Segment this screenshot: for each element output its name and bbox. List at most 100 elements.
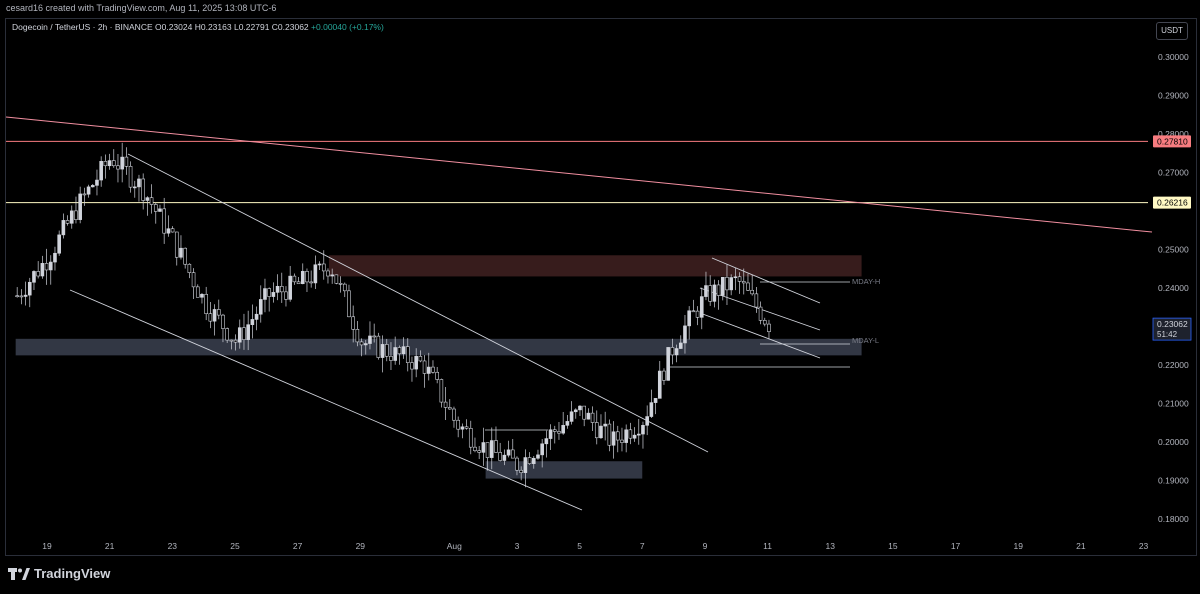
candle-body [653, 398, 658, 403]
candle-body [662, 370, 666, 381]
brand-logo[interactable]: TradingView [8, 566, 110, 581]
x-tick-label: Aug [447, 541, 462, 551]
candle-body [162, 208, 166, 234]
candle-body [183, 247, 187, 265]
candle-body [687, 310, 691, 327]
currency-button[interactable]: USDT [1156, 22, 1188, 40]
x-tick-label: 5 [577, 541, 582, 551]
candle-body [494, 440, 498, 453]
candle-body [666, 347, 670, 381]
candle-body [561, 425, 565, 434]
candle-body [389, 355, 393, 361]
candle-body [439, 379, 444, 403]
candle-body [548, 429, 553, 439]
candle-body [489, 440, 494, 458]
candle-body [464, 426, 469, 429]
candle-body [271, 292, 276, 297]
bar-countdown-label: 51:42 [1157, 330, 1178, 339]
candle-body [166, 228, 171, 234]
candle-body [292, 275, 297, 283]
candle-body [401, 346, 406, 355]
candle-body [418, 356, 423, 362]
candle-body [624, 429, 628, 443]
candle-body [670, 347, 675, 356]
candle-body [170, 228, 175, 233]
candle-body [426, 366, 431, 374]
candle-body [460, 426, 465, 430]
price-level-label: 0.27810 [1157, 136, 1188, 146]
y-tick-label: 0.19000 [1158, 476, 1189, 486]
brand-name: TradingView [34, 566, 111, 581]
candle-body [284, 291, 288, 300]
candle-body [767, 323, 771, 333]
x-tick-label: 7 [640, 541, 645, 551]
candle-body [410, 362, 414, 370]
candle-body [242, 327, 246, 340]
y-tick-label: 0.25000 [1158, 245, 1189, 255]
candle-body [48, 261, 53, 271]
candle-body [258, 299, 263, 315]
x-tick-label: 9 [703, 541, 708, 551]
candle-body [397, 347, 402, 355]
x-tick-label: 21 [1076, 541, 1086, 551]
candle-body [649, 402, 654, 417]
candle-body [275, 286, 280, 293]
price-level-label: 0.26216 [1157, 198, 1188, 208]
candle-body [552, 429, 557, 432]
top-attribution-bar: cesard16 created with TradingView.com, A… [0, 0, 1200, 18]
candle-body [65, 220, 70, 224]
ohlc-close: C0.23062 [271, 22, 309, 32]
candle-body [405, 346, 410, 363]
candle-body [40, 263, 45, 277]
candle-body [380, 344, 385, 358]
candle-body [57, 234, 61, 254]
price-change: +0.00040 (+0.17%) [311, 22, 384, 32]
x-tick-label: 29 [356, 541, 366, 551]
candle-body [750, 289, 754, 295]
x-tick-label: 27 [293, 541, 303, 551]
candle-body [338, 283, 343, 285]
candle-body [145, 197, 150, 201]
candle-body [519, 469, 523, 473]
x-tick-label: 25 [230, 541, 240, 551]
candle-body [586, 412, 591, 420]
candle-body [372, 335, 376, 338]
candle-body [691, 310, 696, 313]
symbol-name: Dogecoin / TetherUS · 2h · BINANCE [12, 22, 153, 32]
y-tick-label: 0.20000 [1158, 437, 1189, 447]
candle-body [607, 423, 612, 446]
candle-body [149, 197, 154, 205]
y-tick-label: 0.29000 [1158, 91, 1189, 101]
candle-body [443, 401, 448, 408]
candle-body [221, 314, 225, 329]
flag-upper-line [711, 257, 821, 304]
candle-body [657, 370, 662, 399]
candle-body [300, 271, 305, 285]
candle-body [225, 328, 229, 341]
candle-body [296, 281, 301, 285]
candle-body [254, 313, 259, 320]
symbol-legend: Dogecoin / TetherUS · 2h · BINANCE O0.23… [12, 22, 384, 32]
channel-lower-line [69, 289, 583, 511]
candle-body [502, 454, 507, 461]
candle-body [90, 185, 95, 188]
ohlc-open: O0.23024 [155, 22, 193, 32]
candle-body [620, 439, 624, 443]
y-tick-label: 0.22000 [1158, 360, 1189, 370]
candle-body [44, 263, 49, 271]
candle-body [737, 276, 742, 282]
candle-body [212, 309, 217, 322]
candle-body [683, 325, 687, 344]
candle-body [435, 371, 439, 380]
candle-body [729, 277, 733, 291]
candle-body [23, 294, 28, 297]
candle-body [246, 324, 250, 340]
candle-body [263, 288, 267, 300]
candle-body [603, 423, 607, 427]
resistance-trendline [5, 116, 1153, 233]
candle-body [481, 442, 486, 453]
candle-body [233, 339, 238, 343]
candle-body [704, 285, 708, 297]
candle-body [53, 252, 57, 263]
